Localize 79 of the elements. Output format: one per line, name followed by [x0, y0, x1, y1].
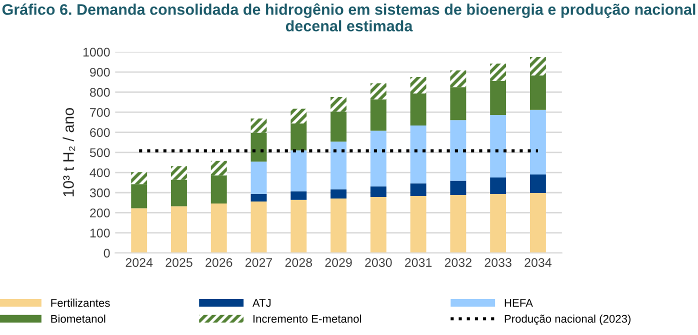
chart-title: Gráfico 6. Demanda consolidada de hidrogênio em sistemas de bioenergia e produção nacional decenal estimada	[2, 3, 696, 32]
bar	[410, 196, 426, 253]
bar	[410, 183, 426, 196]
y-tick-label: 700	[90, 108, 110, 117]
bar	[370, 197, 386, 253]
bar	[250, 132, 267, 162]
bar	[210, 160, 227, 176]
x-tick-label: 2032	[444, 258, 472, 267]
legend-label: Biometanol	[51, 314, 106, 323]
bar	[370, 130, 386, 186]
y-tick-label: 600	[90, 128, 110, 137]
bar	[290, 150, 307, 192]
bar	[290, 123, 307, 150]
bar	[250, 162, 267, 194]
bar	[290, 191, 307, 200]
bar	[450, 195, 466, 253]
bar	[250, 201, 267, 253]
bar	[210, 175, 227, 204]
x-tick-label: 2029	[325, 258, 352, 267]
x-tick-label: 2025	[166, 258, 192, 267]
y-tick-label: 800	[90, 88, 110, 97]
y-tick-label: 100	[90, 228, 110, 238]
bar	[530, 193, 546, 253]
x-tick-label: 2028	[285, 258, 312, 267]
bar	[250, 118, 267, 133]
x-tick-label: 2030	[365, 258, 392, 267]
bar	[330, 142, 347, 190]
legend-label: Fertilizantes	[51, 298, 110, 307]
y-tick-label: 200	[90, 208, 110, 218]
bar	[530, 110, 546, 175]
bar	[171, 206, 187, 253]
y-tick-label: 300	[90, 188, 110, 198]
bar	[490, 178, 506, 194]
bar	[370, 83, 386, 100]
legend-label: ATJ	[252, 299, 271, 307]
bar	[450, 120, 466, 181]
bar	[450, 87, 466, 120]
legend-label: Produção nacional (2023)	[504, 314, 631, 325]
bar	[530, 56, 546, 76]
bar	[410, 77, 426, 94]
x-tick-label: 2033	[484, 258, 512, 267]
legend-label: HEFA	[504, 299, 533, 307]
x-tick-label: 2031	[405, 258, 432, 267]
bar	[330, 112, 347, 142]
y-tick-label: 0	[104, 248, 110, 258]
bar	[290, 108, 307, 124]
bar	[370, 99, 386, 131]
y-tick-label: 500	[90, 148, 110, 158]
bar	[330, 198, 347, 253]
legend-label: Incremento E-metanol	[253, 314, 362, 323]
x-tick-label: 2024	[126, 258, 153, 267]
bar	[370, 186, 386, 198]
bar	[530, 75, 546, 110]
bar	[530, 174, 546, 194]
bar	[490, 64, 506, 81]
bar	[210, 203, 227, 253]
bar	[490, 194, 506, 253]
bar	[450, 180, 466, 196]
bar	[131, 184, 148, 208]
bar	[410, 125, 426, 184]
bar	[250, 194, 267, 202]
bar	[330, 189, 347, 198]
y-axis-title: 10³ t H₂ / ano	[62, 108, 76, 196]
bar	[171, 166, 187, 180]
y-tick-label: 900	[90, 68, 110, 77]
bar	[410, 94, 426, 126]
y-tick-label: 1000	[83, 48, 110, 57]
bar	[330, 96, 347, 112]
x-tick-label: 2026	[206, 258, 232, 267]
y-tick-label: 400	[90, 168, 110, 178]
bar	[131, 172, 148, 184]
x-tick-label: 2027	[245, 258, 272, 267]
bar	[450, 70, 466, 88]
x-tick-label: 2034	[524, 258, 552, 267]
bar	[290, 200, 307, 253]
bar	[131, 208, 148, 253]
bar	[171, 180, 187, 206]
bar	[490, 80, 506, 116]
bar	[490, 115, 506, 178]
